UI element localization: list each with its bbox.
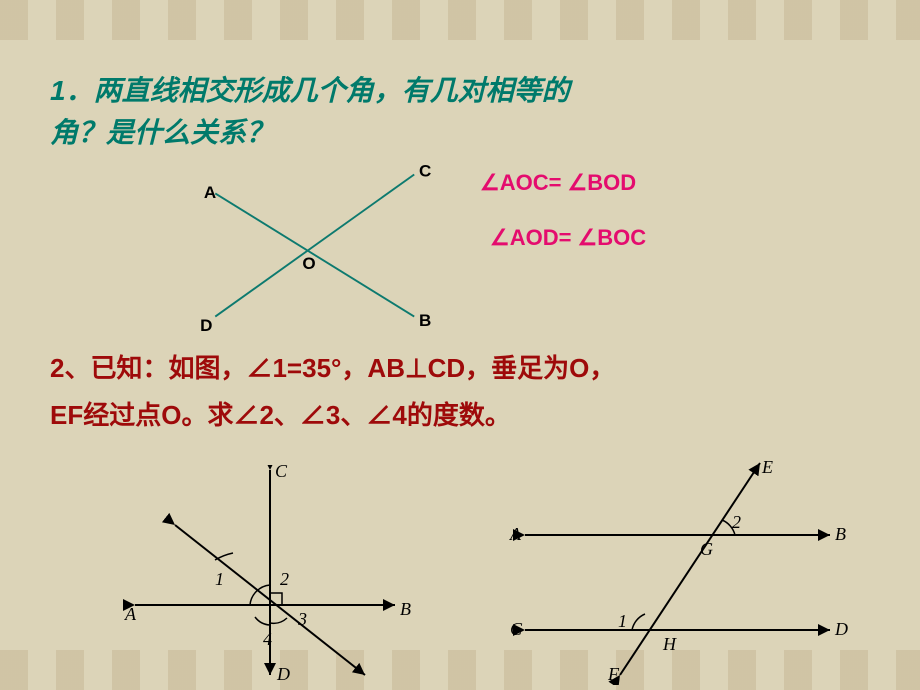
diagram-q2-left: A B C D 1 2 3 4 <box>110 465 430 685</box>
d2-right-angle <box>270 593 282 605</box>
label-D: D <box>200 316 212 335</box>
label-A: A <box>204 183 216 202</box>
d3-H: H <box>662 634 677 654</box>
d3-1: 1 <box>618 611 627 631</box>
d2-4: 4 <box>263 629 272 649</box>
d2-arc1 <box>215 553 233 560</box>
d3-E: E <box>761 457 773 477</box>
d2-D: D <box>276 664 290 684</box>
d2-A: A <box>124 604 137 624</box>
line-DC <box>215 174 414 316</box>
q2-line2: EF经过点O。求∠2、∠3、∠4的度数。 <box>50 392 615 439</box>
q1-line1: 1．两直线相交形成几个角，有几对相等的 <box>50 70 870 112</box>
d2-1: 1 <box>215 569 224 589</box>
label-C: C <box>419 165 431 180</box>
d2-B: B <box>400 599 411 619</box>
label-O: O <box>302 254 315 273</box>
equation-2: ∠AOD= ∠BOC <box>490 225 646 251</box>
diagram-q2-right: A B C D E F G H 1 2 <box>500 455 860 685</box>
d3-arc1 <box>632 614 645 630</box>
d3-G: G <box>700 539 713 559</box>
d3-2: 2 <box>732 512 741 532</box>
d3-line-EF <box>620 463 760 675</box>
q2-line1: 2、已知：如图，∠1=35°，AB⊥CD，垂足为O， <box>50 345 615 392</box>
question-1: 1．两直线相交形成几个角，有几对相等的 角？是什么关系？ <box>50 70 870 154</box>
d2-3: 3 <box>297 609 307 629</box>
d3-F: F <box>607 664 620 684</box>
d3-D: D <box>834 619 848 639</box>
d3-C: C <box>510 619 523 639</box>
q1-line2: 角？是什么关系？ <box>50 112 870 154</box>
d3-B: B <box>835 524 846 544</box>
d2-2: 2 <box>280 569 289 589</box>
diagram-intersecting-lines: A B C D O <box>160 165 460 345</box>
question-2: 2、已知：如图，∠1=35°，AB⊥CD，垂足为O， EF经过点O。求∠2、∠3… <box>50 345 615 439</box>
equation-1: ∠AOC= ∠BOD <box>480 170 636 196</box>
d3-A: A <box>509 524 522 544</box>
slide-content: 1．两直线相交形成几个角，有几对相等的 角？是什么关系？ ∠AOC= ∠BOD … <box>50 70 870 670</box>
label-B: B <box>419 311 431 330</box>
d2-C: C <box>275 465 288 481</box>
